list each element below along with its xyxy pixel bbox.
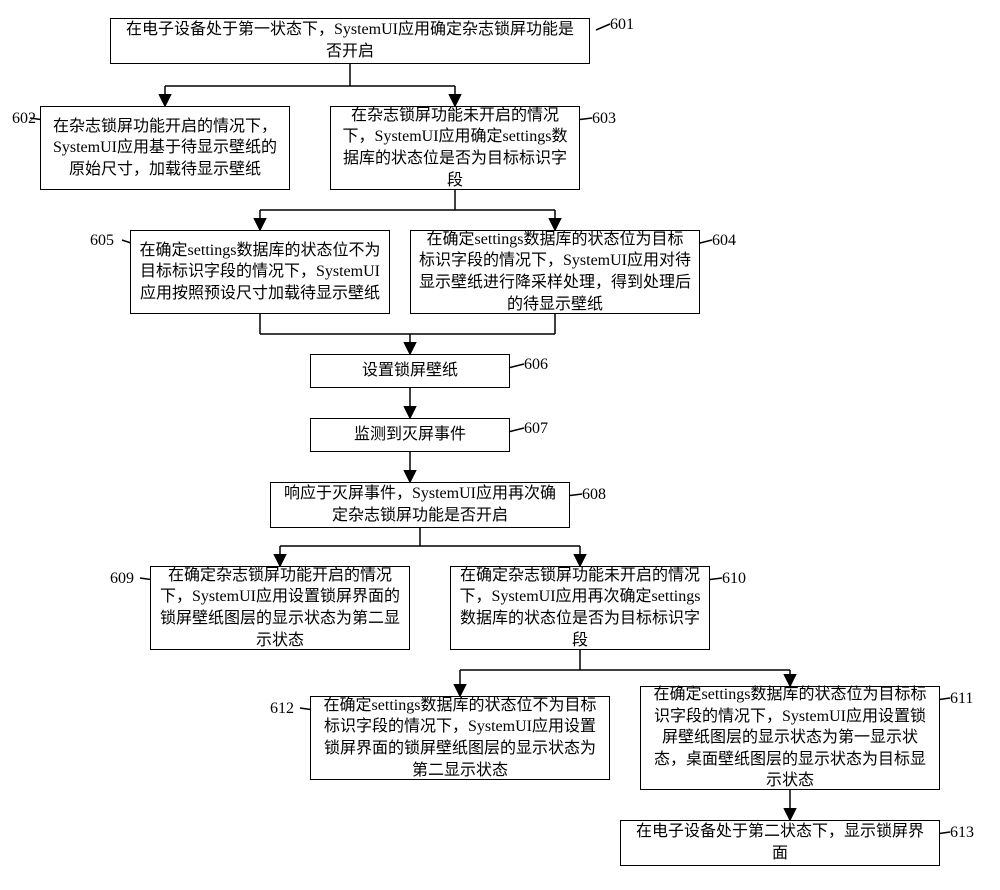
step-label-text: 605 xyxy=(90,232,114,249)
flow-node-n603: 在杂志锁屏功能未开启的情况下，SystemUI应用确定settings数据库的状… xyxy=(330,106,580,190)
step-label-text: 604 xyxy=(712,232,736,249)
flow-node-text: 在确定杂志锁屏功能开启的情况下，SystemUI应用设置锁屏界面的锁屏壁纸图层的… xyxy=(159,565,401,651)
flow-node-text: 在电子设备处于第二状态下，显示锁屏界面 xyxy=(629,821,931,864)
step-label-text: 607 xyxy=(524,420,548,437)
step-label-l601: 601 xyxy=(610,16,634,34)
flow-node-text: 在杂志锁屏功能未开启的情况下，SystemUI应用确定settings数据库的状… xyxy=(339,105,571,191)
step-label-l602: 602 xyxy=(12,110,36,128)
step-label-l613: 613 xyxy=(950,824,974,842)
flow-node-text: 监测到灭屏事件 xyxy=(354,424,466,446)
step-label-text: 609 xyxy=(110,570,134,587)
flow-node-n611: 在确定settings数据库的状态位为目标标识字段的情况下，SystemUI应用… xyxy=(640,686,940,790)
flow-node-n609: 在确定杂志锁屏功能开启的情况下，SystemUI应用设置锁屏界面的锁屏壁纸图层的… xyxy=(150,566,410,650)
flow-node-n602: 在杂志锁屏功能开启的情况下，SystemUI应用基于待显示壁纸的原始尺寸，加载待… xyxy=(40,106,290,190)
step-label-l604: 604 xyxy=(712,232,736,250)
step-label-text: 603 xyxy=(592,110,616,127)
step-label-l612: 612 xyxy=(270,700,294,718)
step-label-text: 611 xyxy=(950,690,973,707)
flow-node-n613: 在电子设备处于第二状态下，显示锁屏界面 xyxy=(620,820,940,866)
step-label-l610: 610 xyxy=(722,570,746,588)
step-label-text: 613 xyxy=(950,824,974,841)
flow-node-n604: 在确定settings数据库的状态位为目标标识字段的情况下，SystemUI应用… xyxy=(410,230,700,314)
step-label-l608: 608 xyxy=(582,486,606,504)
flow-node-n608: 响应于灭屏事件，SystemUI应用再次确定杂志锁屏功能是否开启 xyxy=(270,482,570,528)
step-label-text: 602 xyxy=(12,110,36,127)
flow-node-text: 响应于灭屏事件，SystemUI应用再次确定杂志锁屏功能是否开启 xyxy=(279,483,561,526)
flow-node-text: 在确定settings数据库的状态位为目标标识字段的情况下，SystemUI应用… xyxy=(419,229,691,315)
step-label-text: 606 xyxy=(524,356,548,373)
flow-node-text: 在确定settings数据库的状态位不为目标标识字段的情况下，SystemUI应… xyxy=(319,695,601,781)
step-label-text: 610 xyxy=(722,570,746,587)
flow-node-text: 在确定杂志锁屏功能未开启的情况下，SystemUI应用再次确定settings数… xyxy=(459,565,701,651)
flow-node-text: 在确定settings数据库的状态位为目标标识字段的情况下，SystemUI应用… xyxy=(649,684,931,792)
step-label-l609: 609 xyxy=(110,570,134,588)
flow-node-text: 在确定settings数据库的状态位不为目标标识字段的情况下，SystemUI应… xyxy=(139,240,381,305)
flow-node-n610: 在确定杂志锁屏功能未开启的情况下，SystemUI应用再次确定settings数… xyxy=(450,566,710,650)
flow-node-n606: 设置锁屏壁纸 xyxy=(310,354,510,388)
step-label-text: 601 xyxy=(610,16,634,33)
flow-node-text: 在杂志锁屏功能开启的情况下，SystemUI应用基于待显示壁纸的原始尺寸，加载待… xyxy=(49,116,281,181)
step-label-l603: 603 xyxy=(592,110,616,128)
flow-node-n601: 在电子设备处于第一状态下，SystemUI应用确定杂志锁屏功能是否开启 xyxy=(110,18,590,64)
step-label-text: 612 xyxy=(270,700,294,717)
step-label-l605: 605 xyxy=(90,232,114,250)
flow-node-n607: 监测到灭屏事件 xyxy=(310,418,510,452)
step-label-l611: 611 xyxy=(950,690,973,708)
flow-node-text: 设置锁屏壁纸 xyxy=(362,360,458,382)
step-label-l607: 607 xyxy=(524,420,548,438)
step-label-text: 608 xyxy=(582,486,606,503)
flow-node-n605: 在确定settings数据库的状态位不为目标标识字段的情况下，SystemUI应… xyxy=(130,230,390,314)
flow-node-n612: 在确定settings数据库的状态位不为目标标识字段的情况下，SystemUI应… xyxy=(310,696,610,780)
step-label-l606: 606 xyxy=(524,356,548,374)
flow-node-text: 在电子设备处于第一状态下，SystemUI应用确定杂志锁屏功能是否开启 xyxy=(119,19,581,62)
